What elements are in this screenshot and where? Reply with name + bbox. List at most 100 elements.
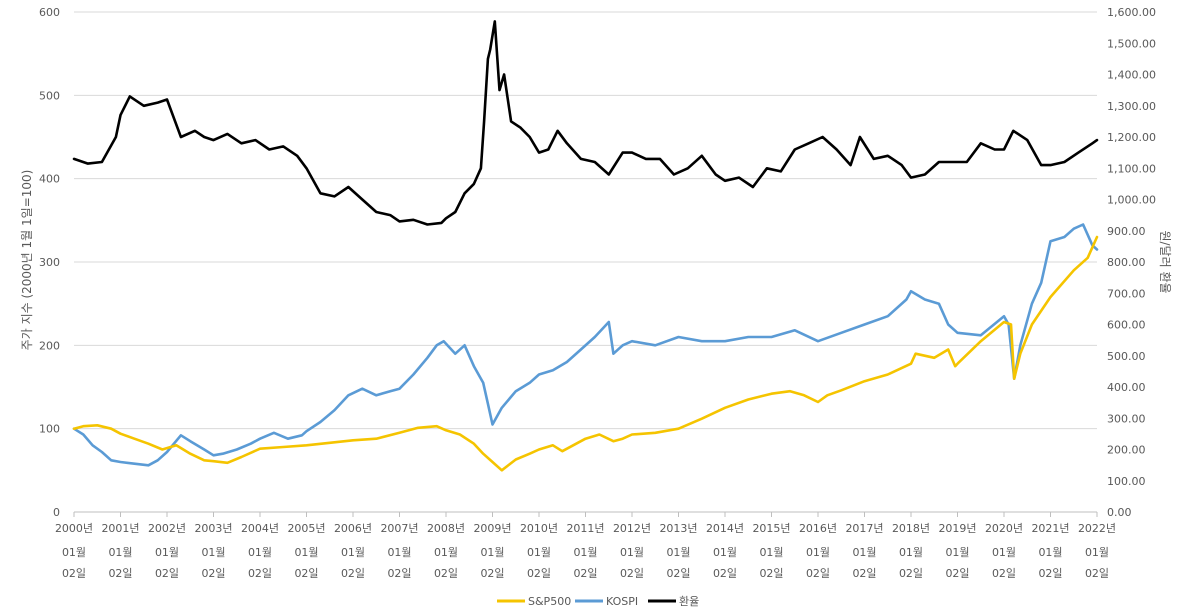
x-tick-label: 01월 — [852, 546, 876, 559]
legend-label-kospi: KOSPI — [606, 595, 638, 608]
x-tick-label: 2004년 — [241, 522, 279, 535]
x-tick-label: 01월 — [1038, 546, 1062, 559]
x-tick-label: 01월 — [108, 546, 132, 559]
x-tick-label: 01월 — [666, 546, 690, 559]
x-tick-label: 02일 — [201, 566, 225, 580]
left-tick-label: 100 — [39, 423, 60, 436]
x-tick-label: 2011년 — [566, 522, 604, 535]
right-tick-label: 1,200.00 — [1107, 131, 1156, 144]
right-tick-label: 300.00 — [1107, 412, 1146, 425]
x-tick-label: 01월 — [992, 546, 1016, 559]
x-tick-label: 01월 — [248, 546, 272, 559]
x-tick-label: 2019년 — [938, 522, 976, 535]
left-tick-label: 400 — [39, 173, 60, 186]
series-line-환율 — [72, 20, 1099, 226]
x-tick-label: 02일 — [992, 566, 1016, 580]
x-tick-label: 02일 — [852, 566, 876, 580]
x-axis-ticks: 2000년 01월 02일 2001년 01월 02일 2002년 01월 02일 2003년 01… — [55, 512, 1116, 580]
x-tick-label: 01월 — [713, 546, 737, 559]
x-tick-label: 02일 — [434, 566, 458, 580]
x-tick-label: 2007년 — [380, 522, 418, 535]
right-tick-label: 200.00 — [1107, 444, 1146, 457]
x-tick-label: 01월 — [945, 546, 969, 559]
x-tick-label: 2020년 — [985, 522, 1023, 535]
right-tick-label: 1,300.00 — [1107, 100, 1156, 113]
x-tick-label: 2017년 — [845, 522, 883, 535]
x-tick-label: 02일 — [899, 566, 923, 580]
x-tick-label: 2016년 — [799, 522, 837, 535]
x-tick-label: 2015년 — [752, 522, 790, 535]
x-tick-label: 02일 — [341, 566, 365, 580]
x-tick-label: 01월 — [434, 546, 458, 559]
series-line-sp500 — [72, 235, 1099, 472]
x-tick-label: 02일 — [480, 566, 504, 580]
right-axis-ticks: 0.00 100.00 200.00 300.00 400.00 500.00 600.00… — [1107, 6, 1156, 519]
x-tick-label: 02일 — [527, 566, 551, 580]
x-tick-label: 02일 — [573, 566, 597, 580]
x-tick-label: 2001년 — [101, 522, 139, 535]
left-tick-label: 0 — [53, 506, 60, 519]
left-tick-label: 600 — [39, 6, 60, 19]
x-tick-label: 02일 — [108, 566, 132, 580]
x-tick-label: 2022년 — [1078, 522, 1116, 535]
x-tick-label: 02일 — [248, 566, 272, 580]
x-tick-label: 2003년 — [194, 522, 232, 535]
x-tick-label: 01월 — [899, 546, 923, 559]
x-tick-label: 01월 — [201, 546, 225, 559]
right-tick-label: 1,100.00 — [1107, 162, 1156, 175]
x-tick-label: 2000년 — [55, 522, 93, 535]
x-tick-label: 2006년 — [334, 522, 372, 535]
x-tick-label: 02일 — [713, 566, 737, 580]
legend-label-exchange-rate: 환율 — [679, 595, 699, 608]
right-tick-label: 700.00 — [1107, 287, 1146, 300]
x-tick-label: 01월 — [480, 546, 504, 559]
gridlines — [74, 11, 1097, 513]
left-tick-label: 300 — [39, 256, 60, 269]
series-line-kospi — [72, 223, 1099, 467]
left-axis-ticks: 0 100 200 300 400 500 600 — [39, 6, 60, 519]
x-tick-label: 01월 — [387, 546, 411, 559]
x-tick-label: 2018년 — [892, 522, 930, 535]
x-tick-label: 02일 — [1038, 566, 1062, 580]
x-tick-label: 02일 — [945, 566, 969, 580]
x-tick-label: 01월 — [62, 546, 86, 559]
series-lines — [72, 20, 1099, 472]
x-tick-label: 2021년 — [1031, 522, 1069, 535]
x-tick-label: 01월 — [341, 546, 365, 559]
x-tick-label: 02일 — [1085, 566, 1109, 580]
legend: S&P500 KOSPI 환율 — [497, 595, 699, 608]
x-tick-label: 02일 — [155, 566, 179, 580]
right-tick-label: 1,400.00 — [1107, 69, 1156, 82]
x-tick-label: 01월 — [155, 546, 179, 559]
x-tick-label: 02일 — [294, 566, 318, 580]
x-tick-label: 02일 — [62, 566, 86, 580]
right-tick-label: 1,500.00 — [1107, 37, 1156, 50]
x-tick-label: 2012년 — [613, 522, 651, 535]
right-tick-label: 100.00 — [1107, 475, 1146, 488]
right-tick-label: 800.00 — [1107, 256, 1146, 269]
x-tick-label: 2008년 — [427, 522, 465, 535]
right-tick-label: 1,600.00 — [1107, 6, 1156, 19]
right-tick-label: 400.00 — [1107, 381, 1146, 394]
x-tick-label: 01월 — [620, 546, 644, 559]
left-axis-title: 주가 지수 (2000년 1월 1일=100) — [20, 170, 34, 351]
right-tick-label: 1,000.00 — [1107, 194, 1156, 207]
x-tick-label: 2010년 — [520, 522, 558, 535]
x-tick-label: 02일 — [666, 566, 690, 580]
x-tick-label: 01월 — [573, 546, 597, 559]
left-tick-label: 500 — [39, 89, 60, 102]
x-tick-label: 01월 — [294, 546, 318, 559]
right-axis-title: 원/달러 환율 — [1158, 230, 1172, 293]
x-tick-label: 2005년 — [287, 522, 325, 535]
x-tick-label: 01월 — [527, 546, 551, 559]
x-tick-label: 02일 — [806, 566, 830, 580]
right-tick-label: 600.00 — [1107, 319, 1146, 332]
legend-label-sp500: S&P500 — [528, 595, 571, 608]
x-tick-label: 2014년 — [706, 522, 744, 535]
x-tick-label: 2009년 — [473, 522, 511, 535]
x-tick-label: 01월 — [806, 546, 830, 559]
right-tick-label: 500.00 — [1107, 350, 1146, 363]
x-tick-label: 02일 — [759, 566, 783, 580]
right-tick-label: 0.00 — [1107, 506, 1132, 519]
